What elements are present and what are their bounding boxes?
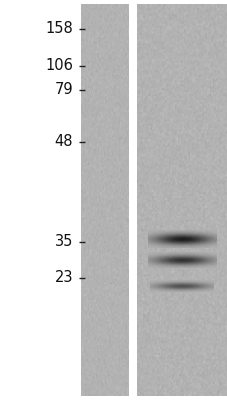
Bar	[128, 4, 136, 396]
Text: 158: 158	[45, 21, 73, 36]
Text: 106: 106	[45, 58, 73, 74]
Text: 48: 48	[54, 134, 73, 150]
Text: 79: 79	[54, 82, 73, 98]
Text: 35: 35	[54, 234, 73, 250]
Text: 23: 23	[54, 270, 73, 286]
